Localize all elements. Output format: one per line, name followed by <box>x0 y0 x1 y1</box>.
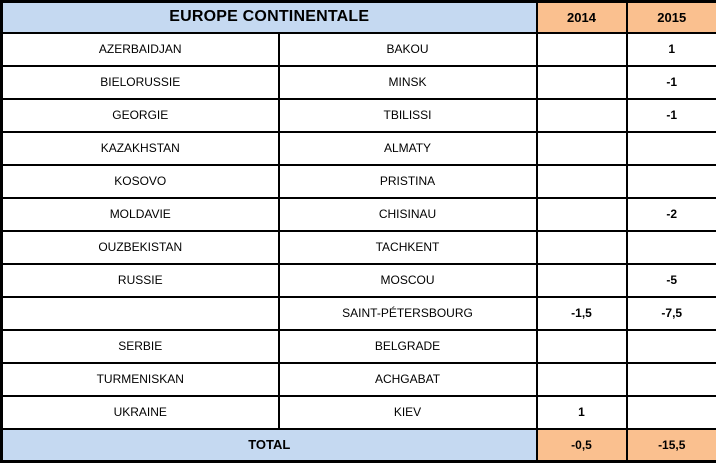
table-row-russie: RUSSIE MOSCOU -5 <box>0 262 716 298</box>
total-2014-cell[interactable]: -0,5 <box>535 427 628 463</box>
country-cell[interactable] <box>0 295 280 331</box>
value-2015-cell[interactable]: -1 <box>625 64 716 100</box>
value-2015-cell[interactable] <box>625 361 716 397</box>
value-2014-cell[interactable]: -1,5 <box>535 295 628 331</box>
value-2014-cell[interactable] <box>535 97 628 133</box>
table-row-kosovo: KOSOVO PRISTINA <box>0 163 716 199</box>
table-row-kazakhstan: KAZAKHSTAN ALMATY <box>0 130 716 166</box>
country-cell[interactable]: OUZBEKISTAN <box>0 229 280 265</box>
value-2015-cell[interactable]: -1 <box>625 97 716 133</box>
country-cell[interactable]: GEORGIE <box>0 97 280 133</box>
value-2015-cell[interactable] <box>625 229 716 265</box>
country-cell[interactable]: MOLDAVIE <box>0 196 280 232</box>
country-cell[interactable]: AZERBAIDJAN <box>0 31 280 67</box>
city-cell[interactable]: TBILISSI <box>277 97 538 133</box>
table-row-ouzbekistan: OUZBEKISTAN TACHKENT <box>0 229 716 265</box>
table-row-georgie: GEORGIE TBILISSI -1 <box>0 97 716 133</box>
value-2015-cell[interactable]: 1 <box>625 31 716 67</box>
city-cell[interactable]: ALMATY <box>277 130 538 166</box>
city-cell[interactable]: KIEV <box>277 394 538 430</box>
city-cell[interactable]: CHISINAU <box>277 196 538 232</box>
city-cell[interactable]: SAINT-PÉTERSBOURG <box>277 295 538 331</box>
value-2014-cell[interactable] <box>535 262 628 298</box>
city-cell[interactable]: ACHGABAT <box>277 361 538 397</box>
table-row-moldavie: MOLDAVIE CHISINAU -2 <box>0 196 716 232</box>
header-row: EUROPE CONTINENTALE 2014 2015 <box>0 0 716 34</box>
country-cell[interactable]: RUSSIE <box>0 262 280 298</box>
total-label-cell[interactable]: TOTAL <box>0 427 538 463</box>
country-cell[interactable]: KAZAKHSTAN <box>0 130 280 166</box>
table-row-turmeniskan: TURMENISKAN ACHGABAT <box>0 361 716 397</box>
country-cell[interactable]: SERBIE <box>0 328 280 364</box>
country-cell[interactable]: KOSOVO <box>0 163 280 199</box>
value-2015-cell[interactable] <box>625 130 716 166</box>
city-cell[interactable]: PRISTINA <box>277 163 538 199</box>
city-cell[interactable]: MOSCOU <box>277 262 538 298</box>
value-2014-cell[interactable] <box>535 328 628 364</box>
table-title-cell[interactable]: EUROPE CONTINENTALE <box>0 0 538 34</box>
value-2014-cell[interactable] <box>535 64 628 100</box>
table-row-bielorussie: BIELORUSSIE MINSK -1 <box>0 64 716 100</box>
value-2014-cell[interactable]: 1 <box>535 394 628 430</box>
value-2014-cell[interactable] <box>535 229 628 265</box>
total-row: TOTAL -0,5 -15,5 <box>0 427 716 463</box>
year-2014-header-cell[interactable]: 2014 <box>535 0 628 34</box>
country-cell[interactable]: TURMENISKAN <box>0 361 280 397</box>
value-2014-cell[interactable] <box>535 130 628 166</box>
value-2014-cell[interactable] <box>535 196 628 232</box>
value-2015-cell[interactable] <box>625 163 716 199</box>
value-2014-cell[interactable] <box>535 361 628 397</box>
value-2015-cell[interactable]: -7,5 <box>625 295 716 331</box>
country-cell[interactable]: UKRAINE <box>0 394 280 430</box>
city-cell[interactable]: BELGRADE <box>277 328 538 364</box>
value-2014-cell[interactable] <box>535 163 628 199</box>
city-cell[interactable]: BAKOU <box>277 31 538 67</box>
city-cell[interactable]: TACHKENT <box>277 229 538 265</box>
table-row-saint-petersbourg: SAINT-PÉTERSBOURG -1,5 -7,5 <box>0 295 716 331</box>
year-2015-header-cell[interactable]: 2015 <box>625 0 716 34</box>
value-2015-cell[interactable]: -2 <box>625 196 716 232</box>
value-2015-cell[interactable] <box>625 394 716 430</box>
table-row-serbie: SERBIE BELGRADE <box>0 328 716 364</box>
value-2015-cell[interactable]: -5 <box>625 262 716 298</box>
value-2014-cell[interactable] <box>535 31 628 67</box>
value-2015-cell[interactable] <box>625 328 716 364</box>
total-2015-cell[interactable]: -15,5 <box>625 427 716 463</box>
city-cell[interactable]: MINSK <box>277 64 538 100</box>
table-row-ukraine: UKRAINE KIEV 1 <box>0 394 716 430</box>
table-row-azerbaidjan: AZERBAIDJAN BAKOU 1 <box>0 31 716 67</box>
country-cell[interactable]: BIELORUSSIE <box>0 64 280 100</box>
